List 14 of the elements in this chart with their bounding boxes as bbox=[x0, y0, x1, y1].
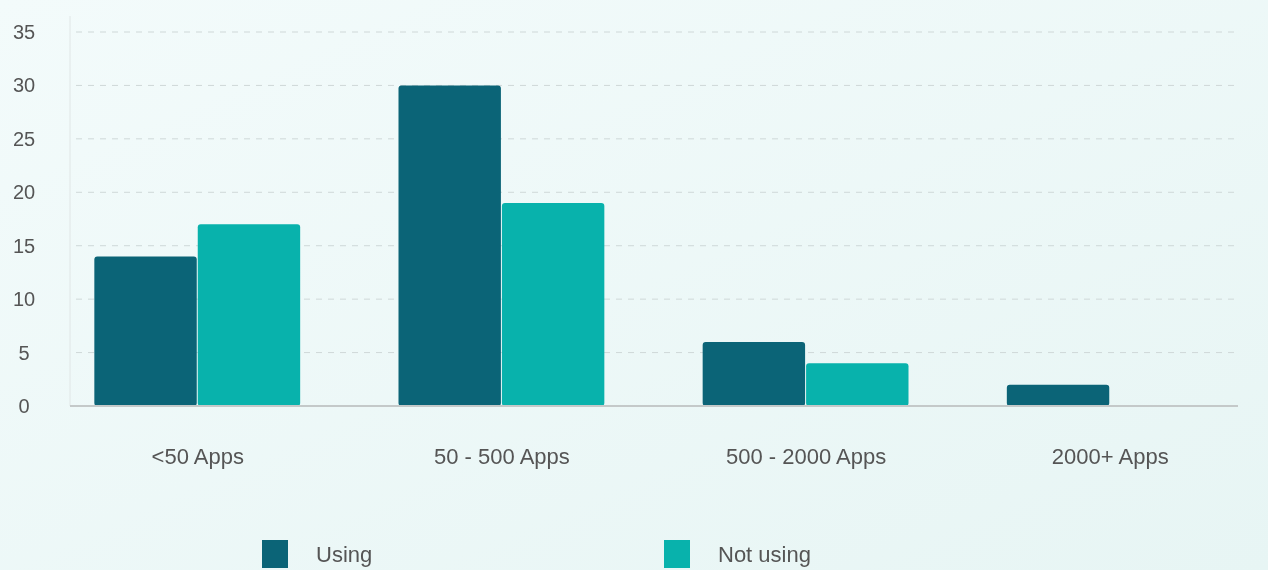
y-tick-label: 0 bbox=[18, 395, 30, 417]
x-tick-label: 500 - 2000 Apps bbox=[725, 444, 887, 469]
y-tick-label: 20 bbox=[12, 181, 36, 204]
legend-label: Using bbox=[316, 541, 373, 567]
y-tick-label: 15 bbox=[12, 234, 36, 257]
x-tick-label: <50 Apps bbox=[151, 444, 244, 469]
y-tick-label: 10 bbox=[12, 288, 36, 311]
x-tick-label: 2000+ Apps bbox=[1051, 444, 1169, 469]
legend-label: Not using bbox=[718, 541, 811, 567]
y-tick-label: 30 bbox=[12, 74, 36, 97]
y-tick-label: 5 bbox=[18, 341, 30, 364]
x-tick-label: 50 - 500 Apps bbox=[434, 444, 570, 469]
y-tick-label: 25 bbox=[12, 127, 36, 150]
y-tick-label: 35 bbox=[12, 21, 36, 43]
